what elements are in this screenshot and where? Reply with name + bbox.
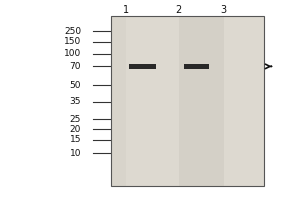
Bar <box>129 64 156 69</box>
Text: 1: 1 <box>123 5 129 15</box>
Bar <box>126 16 178 186</box>
Text: 50: 50 <box>70 81 81 90</box>
Text: 2: 2 <box>176 5 182 15</box>
Text: 3: 3 <box>220 5 226 15</box>
Text: 20: 20 <box>70 124 81 134</box>
Text: 15: 15 <box>70 136 81 144</box>
Text: 35: 35 <box>70 98 81 106</box>
Bar <box>111 16 126 186</box>
Bar <box>224 16 264 186</box>
Bar <box>178 16 224 186</box>
Text: 150: 150 <box>64 38 81 46</box>
Bar <box>184 64 209 69</box>
Text: 100: 100 <box>64 49 81 58</box>
Text: 250: 250 <box>64 26 81 36</box>
Text: 10: 10 <box>70 148 81 158</box>
Text: 25: 25 <box>70 114 81 123</box>
Text: 70: 70 <box>70 62 81 71</box>
